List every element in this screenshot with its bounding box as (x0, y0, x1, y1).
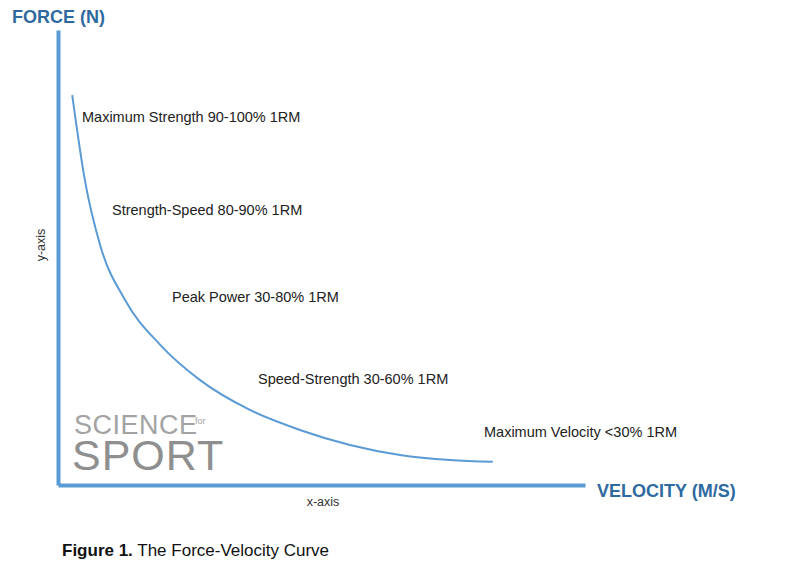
annotation: x-axis (307, 495, 340, 509)
annotation: Peak Power 30-80% 1RM (172, 289, 339, 305)
x-axis (59, 485, 586, 486)
annotation: Maximum Velocity <30% 1RM (484, 424, 677, 440)
y-axis-title: FORCE (N) (12, 7, 105, 27)
annotation: y-axis (34, 229, 48, 262)
annotation: Maximum Strength 90-100% 1RM (82, 109, 300, 125)
marks (72, 95, 493, 462)
curve (72, 95, 493, 462)
annotation: Strength-Speed 80-90% 1RM (112, 202, 302, 218)
axis-line (57, 31, 61, 486)
axis-line (59, 484, 586, 488)
chart: FORCE (N) VELOCITY (M/S) Maximum Strength … (0, 0, 793, 586)
x-axis-title: VELOCITY (M/S) (597, 481, 736, 501)
y-axis (58, 31, 59, 486)
plot (59, 31, 586, 486)
annotation: SPORT (72, 431, 224, 479)
annotation: for (195, 416, 206, 426)
title: Figure 1. The Force-Velocity Curve (62, 541, 329, 560)
annotation: Speed-Strength 30-60% 1RM (258, 371, 448, 387)
